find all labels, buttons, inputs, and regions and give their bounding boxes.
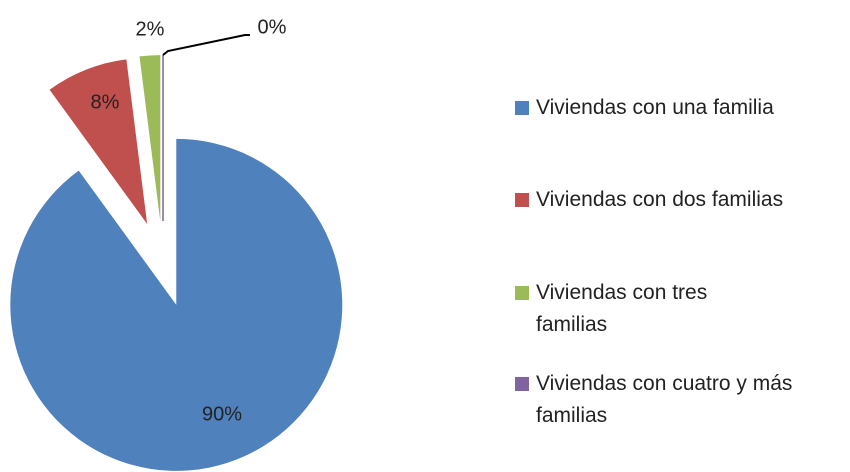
legend-swatch: [515, 193, 529, 207]
legend-label: Viviendas con tres familias: [536, 281, 708, 336]
pie-slice: [49, 59, 148, 225]
legend-swatch: [515, 286, 529, 300]
legend-label: Viviendas con una familia: [536, 96, 774, 119]
data-label: 0%: [258, 16, 287, 38]
leader-line: [162, 34, 250, 56]
pie-slice: [10, 138, 343, 471]
pie-slice: [139, 55, 161, 222]
legend-item: Viviendas con dos familias: [515, 184, 845, 216]
legend-swatch: [515, 377, 529, 391]
data-label: 8%: [91, 91, 120, 113]
legend-swatch: [515, 101, 529, 115]
legend-item: Viviendas con cuatro y más familias: [515, 368, 805, 432]
data-label: 90%: [202, 403, 242, 425]
legend-item: Viviendas con tres familias: [515, 277, 775, 341]
legend-label: Viviendas con cuatro y más familias: [536, 372, 793, 427]
data-label: 2%: [136, 18, 165, 40]
legend-label: Viviendas con dos familias: [536, 188, 784, 211]
legend-item: Viviendas con una familia: [515, 92, 845, 124]
